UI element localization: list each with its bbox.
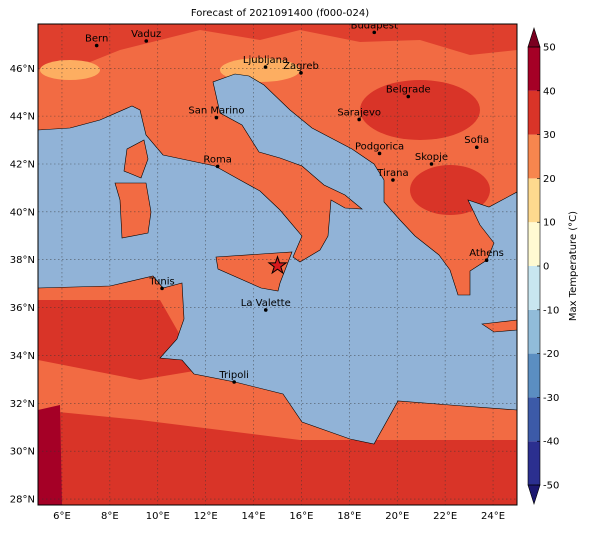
x-tick-label: 12°E: [194, 511, 218, 522]
city-dot: [474, 145, 479, 150]
city-label: Sofia: [464, 135, 489, 146]
y-tick-label: 28°N: [10, 495, 35, 506]
title: Forecast of 2021091400 (f000-024): [191, 8, 369, 19]
hot-zone: [38, 405, 62, 505]
colorbar-tick-label: 40: [543, 86, 556, 97]
x-tick-label: 6°E: [53, 511, 71, 522]
y-tick-label: 38°N: [10, 255, 35, 266]
mild-zone: [40, 60, 100, 80]
city-dot: [94, 43, 99, 48]
colorbar-segment: [528, 47, 540, 91]
city-label: San Marino: [188, 106, 244, 117]
colorbar: -50 -40 -30 -20 -10 0 10 20 30 40 50 Max Temperatur…: [527, 27, 579, 505]
city-dot: [299, 71, 303, 75]
warm-zone: [38, 300, 200, 380]
city-label: Vaduz: [131, 29, 161, 40]
x-tick-label: 18°E: [337, 511, 361, 522]
graticule: [38, 24, 517, 505]
city-label: Tripoli: [218, 370, 249, 381]
city-dot: [429, 162, 434, 166]
map-ticks: 6°E 8°E 10°E 12°E 14°E 16°E 18°E 20°E 22°E 24°E 28…: [10, 64, 505, 522]
city-dot: [232, 380, 236, 384]
city-label: Roma: [203, 154, 232, 165]
warm-zone: [360, 80, 480, 140]
city-dot: [377, 151, 382, 156]
colorbar-tick-label: -20: [543, 349, 559, 360]
x-tick-label: 22°E: [433, 511, 457, 522]
city-dot: [357, 117, 361, 122]
x-tick-label: 24°E: [481, 511, 505, 522]
city-label: Tirana: [376, 168, 408, 179]
city-dot: [484, 258, 489, 262]
colorbar-segment: [528, 309, 540, 354]
warm-zone: [38, 24, 517, 70]
island-sardinia: [114, 182, 152, 239]
y-tick-label: 36°N: [10, 303, 35, 314]
city-label: Athens: [469, 248, 504, 259]
colorbar-tick-label: 50: [543, 43, 556, 54]
y-tick-label: 34°N: [10, 351, 35, 362]
city-label: Podgorica: [355, 141, 404, 152]
island-sicily: [215, 251, 293, 292]
city-label: Ljubljana: [243, 55, 288, 66]
x-tick-label: 14°E: [242, 511, 266, 522]
y-tick-label: 30°N: [10, 447, 35, 458]
colorbar-segment: [528, 134, 540, 179]
x-tick-label: 10°E: [146, 511, 170, 522]
event-star: [267, 255, 288, 275]
colorbar-segment: [528, 441, 540, 485]
city-dot: [263, 65, 268, 69]
y-tick-label: 46°N: [10, 64, 35, 75]
city-label: Skopje: [415, 152, 448, 163]
colorbar-tick-label: 0: [543, 262, 549, 273]
x-tick-label: 20°E: [385, 511, 409, 522]
colorbar-tick-label: -50: [543, 481, 559, 492]
colorbar-segment: [528, 222, 540, 266]
city-dot: [144, 39, 149, 43]
colorbar-tick-label: 10: [543, 218, 556, 229]
city-label: La Valette: [241, 298, 291, 309]
y-tick-label: 44°N: [10, 112, 35, 123]
city-label: Budapest: [351, 20, 398, 31]
colorbar-segment: [528, 178, 540, 223]
city-label: Tunis: [148, 276, 174, 287]
colorbar-segment: [528, 397, 540, 442]
y-tick-label: 40°N: [10, 207, 35, 218]
y-tick-label: 32°N: [10, 399, 35, 410]
colorbar-tick-label: 30: [543, 130, 556, 141]
x-tick-label: 8°E: [101, 511, 119, 522]
city-dot: [391, 178, 395, 182]
colorbar-tick-label: -30: [543, 393, 559, 404]
city-dot: [263, 308, 268, 312]
colorbar-extend-high: [527, 27, 541, 48]
colorbar-tick-label: -10: [543, 305, 559, 316]
map-frame: [37, 23, 518, 506]
city-dot: [406, 94, 411, 99]
colorbar-segment: [528, 266, 540, 310]
colorbar-tick-label: 20: [543, 174, 556, 185]
colorbar-segment: [528, 353, 540, 398]
city-dot: [215, 164, 220, 169]
colorbar-label: Max Temperature (°C): [568, 211, 579, 321]
colorbar-extend-low: [527, 484, 541, 505]
island-crete: [481, 319, 517, 333]
city-label: Zagreb: [283, 61, 319, 72]
x-tick-label: 16°E: [289, 511, 313, 522]
city-label: Bern: [85, 34, 108, 45]
city-label: Sarajevo: [337, 107, 381, 118]
colorbar-segment: [528, 90, 540, 135]
city-dot: [214, 115, 219, 120]
island-corsica: [123, 139, 149, 179]
city-dot: [372, 30, 377, 35]
colorbar-tick-label: -40: [543, 437, 559, 448]
city-label: Belgrade: [386, 85, 431, 96]
city-dot: [160, 286, 164, 291]
y-tick-label: 42°N: [10, 159, 35, 170]
